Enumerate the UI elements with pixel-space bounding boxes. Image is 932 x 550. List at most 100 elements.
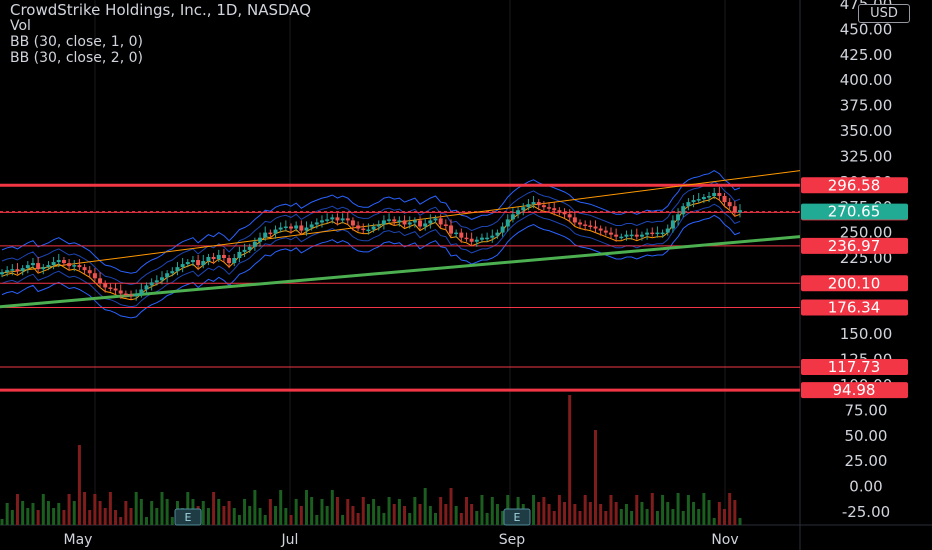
volume-bar xyxy=(0,519,4,525)
currency-button[interactable]: USD xyxy=(858,4,910,23)
candle-body xyxy=(232,258,237,264)
volume-bar xyxy=(243,499,247,525)
volume-bar xyxy=(619,509,623,525)
candle-body xyxy=(51,262,56,266)
candle-body xyxy=(614,234,619,237)
candle-body xyxy=(72,265,77,267)
candle-body xyxy=(629,234,634,237)
volume-bar xyxy=(160,492,164,525)
level-price-badge xyxy=(801,358,908,375)
candle-body xyxy=(252,241,257,247)
price-tick-label: 75.00 xyxy=(845,401,888,419)
volume-bar xyxy=(573,504,577,525)
candle-body xyxy=(469,238,474,242)
volume-bar xyxy=(253,490,257,525)
candle-body xyxy=(521,207,526,211)
candle-body xyxy=(20,268,25,272)
candle-body xyxy=(221,254,226,258)
volume-bar xyxy=(83,492,87,525)
candle-body xyxy=(443,224,448,226)
chart-title: CrowdStrike Holdings, Inc., 1D, NASDAQ xyxy=(10,1,312,19)
volume-bar xyxy=(129,508,133,525)
candle-body xyxy=(619,236,624,239)
price-tick-label: 350.00 xyxy=(840,122,893,140)
candle-body xyxy=(165,273,170,278)
candle-body xyxy=(25,265,30,269)
volume-bar xyxy=(21,501,25,525)
candle-body xyxy=(423,223,428,227)
candle-body xyxy=(717,192,722,197)
volume-bar xyxy=(201,501,205,525)
candle-body xyxy=(77,265,82,268)
level-price-badge xyxy=(801,382,908,399)
volume-bar xyxy=(738,518,742,525)
volume-bar xyxy=(227,501,231,525)
volume-bar xyxy=(103,508,107,525)
volume-bar xyxy=(119,517,123,525)
candle-body xyxy=(87,270,92,274)
volume-bar xyxy=(392,504,396,525)
candle-body xyxy=(258,237,263,242)
candle-body xyxy=(448,225,453,234)
volume-bar xyxy=(635,495,639,525)
earnings-marker xyxy=(174,508,202,526)
volume-bar xyxy=(397,499,401,525)
candle-body xyxy=(170,271,175,274)
volume-bar xyxy=(165,499,169,525)
candle-body xyxy=(552,208,557,211)
candle-body xyxy=(190,260,195,263)
candle-body xyxy=(185,262,190,265)
volume-bar xyxy=(449,488,453,525)
volume-bar xyxy=(98,501,102,525)
volume-bar xyxy=(88,510,92,525)
volume-bar xyxy=(444,504,448,525)
volume-bar xyxy=(403,506,407,525)
volume-bar xyxy=(692,502,696,525)
candle-body xyxy=(583,224,588,226)
volume-bar xyxy=(702,493,706,525)
candle-body xyxy=(567,214,572,218)
volume-bar xyxy=(93,494,97,525)
time-tick-label: May xyxy=(64,532,93,548)
candle-body xyxy=(206,256,211,262)
volume-bar xyxy=(717,502,721,525)
candle-body xyxy=(598,228,603,231)
volume-bar xyxy=(542,497,546,525)
earnings-marker-label: E xyxy=(514,511,521,524)
candle-body xyxy=(294,225,299,229)
level-price-text: 200.10 xyxy=(828,274,881,292)
volume-bar xyxy=(114,510,118,525)
candle-body xyxy=(593,226,598,229)
volume-bar xyxy=(568,395,572,525)
volume-bar xyxy=(335,497,339,525)
volume-bar xyxy=(624,504,628,525)
candle-body xyxy=(639,234,644,237)
candle-body xyxy=(41,267,46,270)
level-price-text: 117.73 xyxy=(828,358,881,376)
candle-body xyxy=(278,227,283,230)
candle-body xyxy=(335,217,340,221)
price-tick-label: 325.00 xyxy=(840,147,893,165)
volume-bar xyxy=(681,511,685,525)
volume-bar xyxy=(145,517,149,525)
volume-bar xyxy=(563,502,567,525)
volume-bar xyxy=(495,504,499,525)
volume-bar xyxy=(661,495,665,525)
candle-body xyxy=(273,229,278,234)
volume-bar xyxy=(382,513,386,525)
candle-body xyxy=(722,196,727,203)
volume-bar xyxy=(248,506,252,525)
volume-bar xyxy=(46,501,50,525)
candle-body xyxy=(407,222,412,225)
candle-body xyxy=(490,235,495,238)
candle-body xyxy=(526,204,531,208)
candle-body xyxy=(340,218,345,221)
volume-bar xyxy=(258,508,262,525)
volume-bar xyxy=(723,509,727,525)
candle-body xyxy=(10,269,15,271)
current-price-badge xyxy=(801,203,908,220)
candle-body xyxy=(402,220,407,225)
candle-body xyxy=(366,229,371,232)
candle-body xyxy=(572,217,577,223)
